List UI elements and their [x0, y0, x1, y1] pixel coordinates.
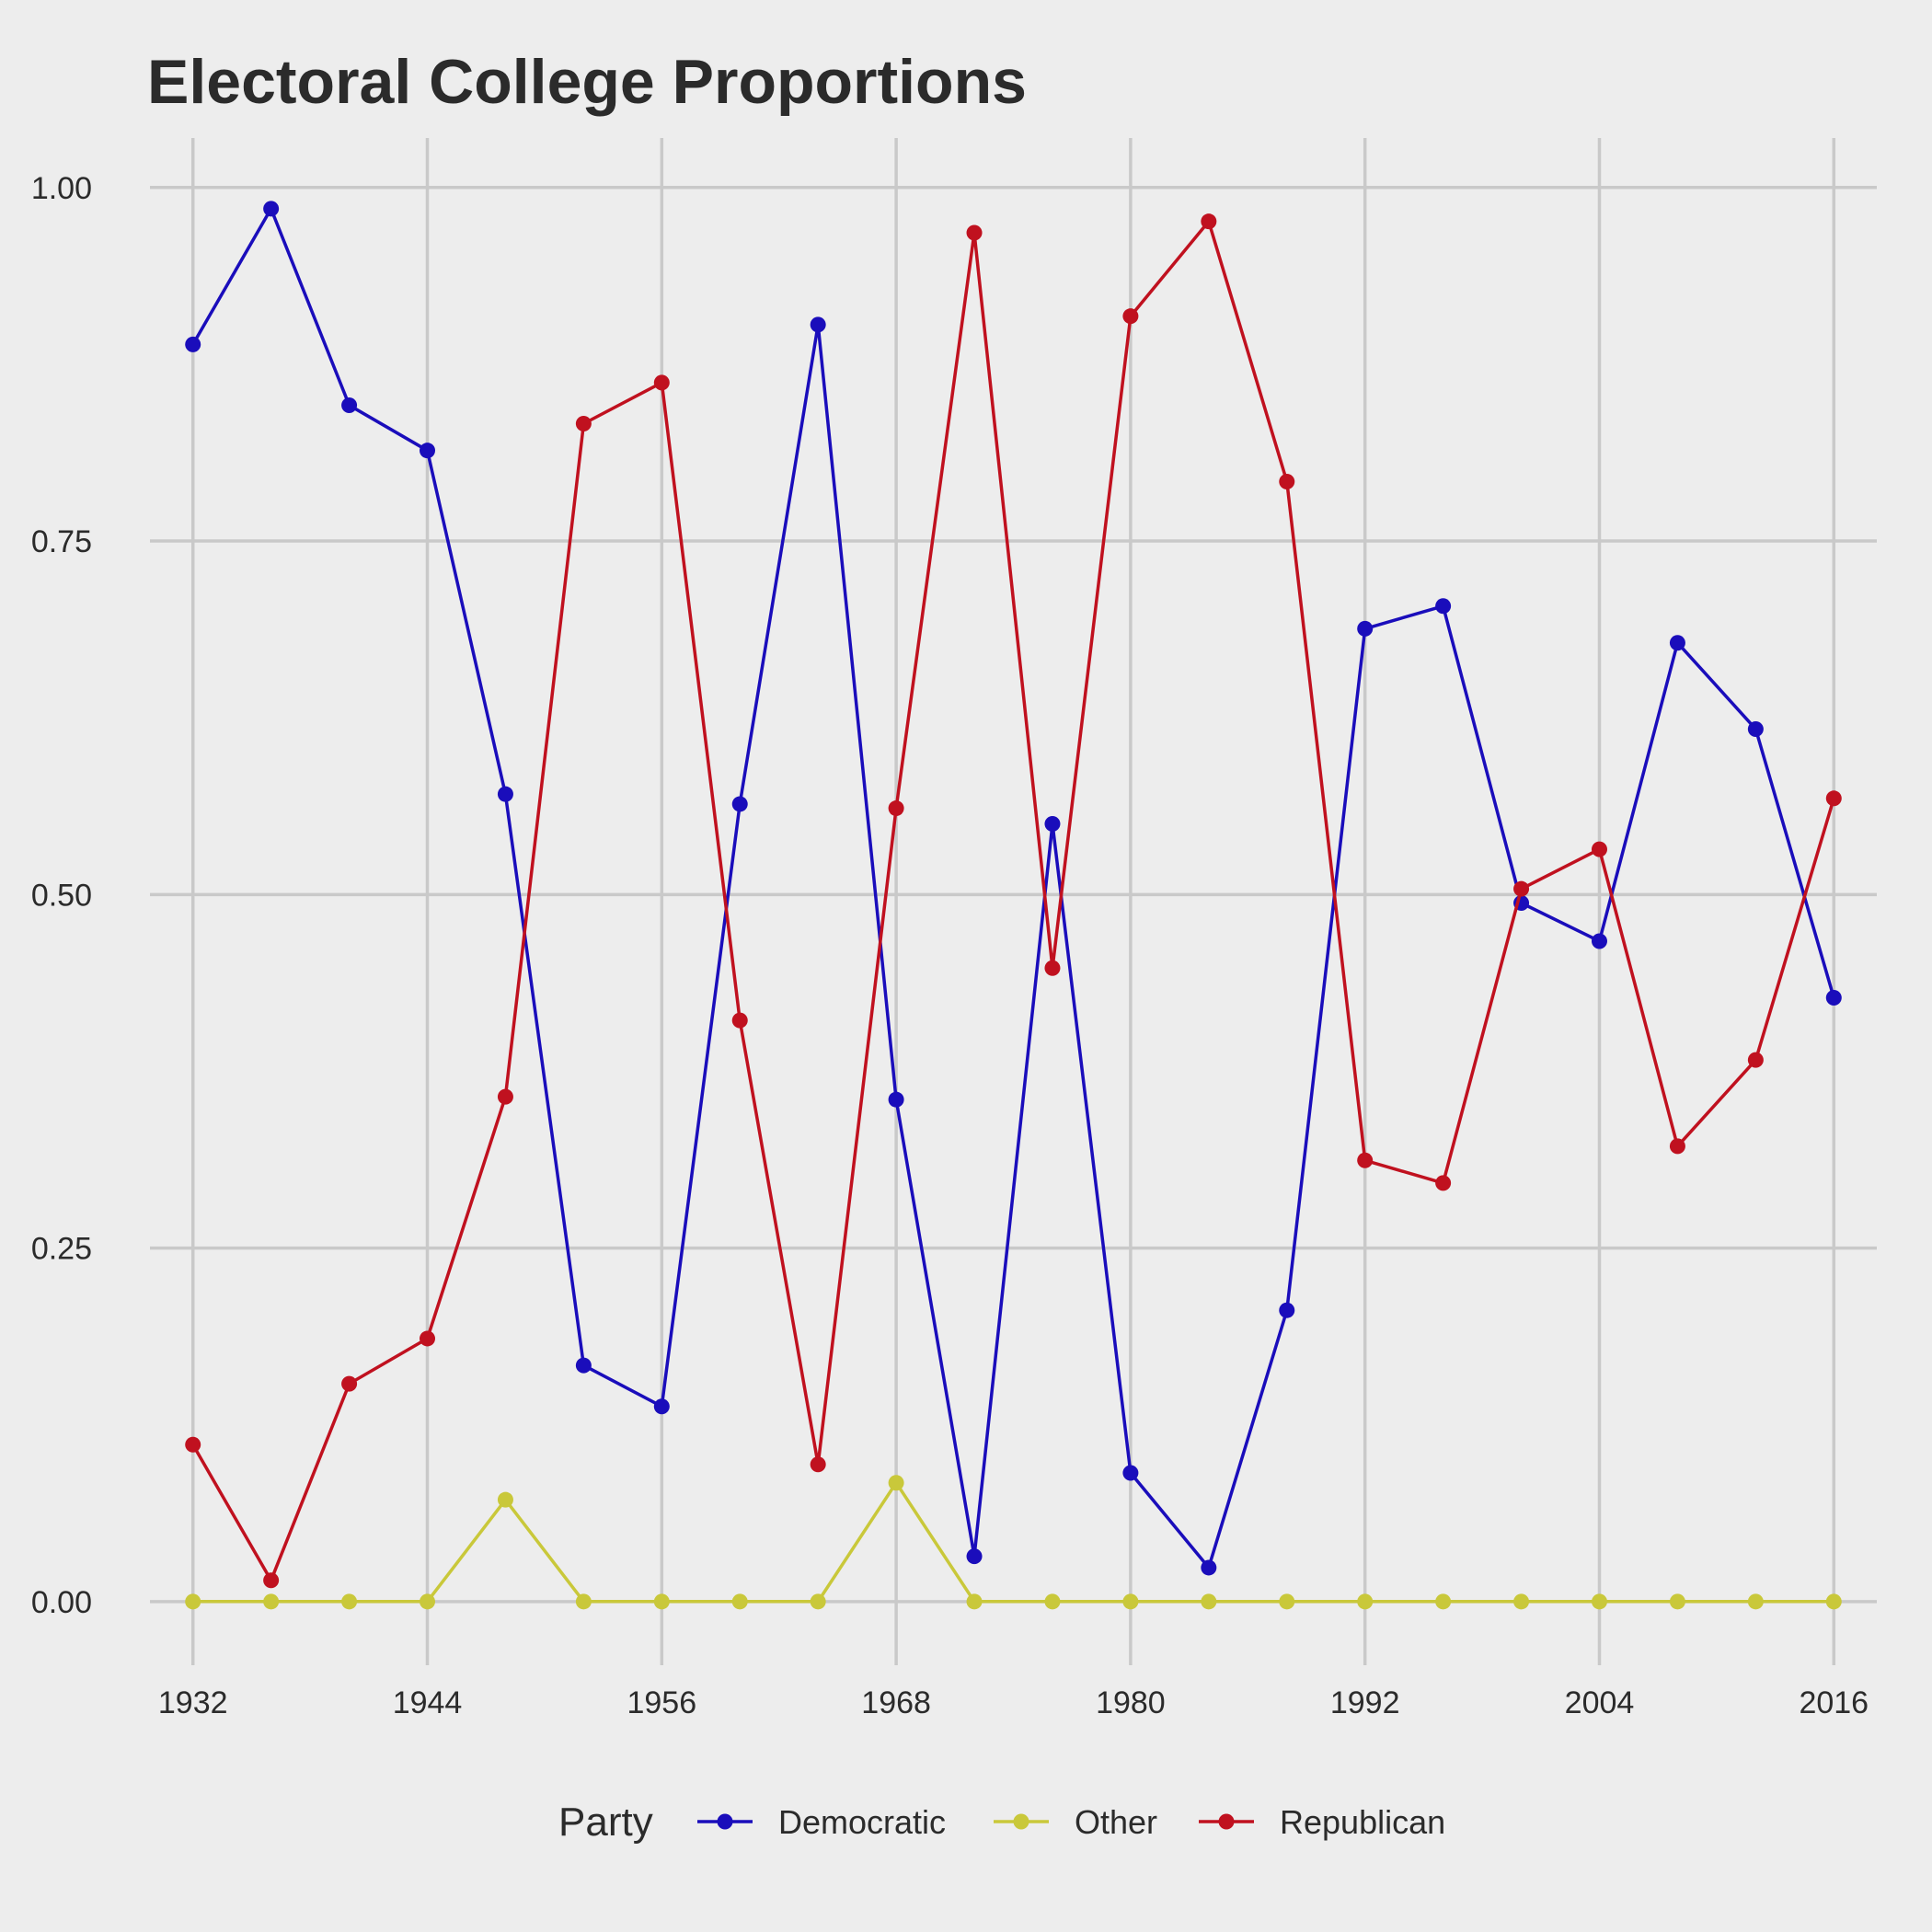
- data-point-republican: [576, 416, 592, 431]
- data-point-other: [1357, 1593, 1373, 1609]
- data-point-republican: [1748, 1052, 1764, 1068]
- x-tick-label: 1932: [158, 1685, 228, 1720]
- data-point-other: [1748, 1593, 1764, 1609]
- data-point-democratic: [967, 1548, 983, 1564]
- data-point-democratic: [1044, 816, 1060, 832]
- data-point-republican: [1357, 1153, 1373, 1168]
- data-point-other: [654, 1593, 670, 1609]
- data-point-republican: [263, 1572, 279, 1588]
- legend-label-democratic: Democratic: [778, 1803, 946, 1841]
- y-tick-label: 0.00: [31, 1585, 92, 1620]
- data-point-democratic: [1279, 1303, 1294, 1318]
- data-point-other: [420, 1593, 435, 1609]
- y-tick-label: 0.50: [31, 878, 92, 913]
- data-point-republican: [341, 1376, 357, 1392]
- data-point-democratic: [185, 337, 201, 352]
- data-point-other: [811, 1593, 826, 1609]
- data-point-other: [341, 1593, 357, 1609]
- data-point-democratic: [1122, 1465, 1138, 1480]
- legend-title: Party: [558, 1800, 653, 1845]
- x-tick-label: 1956: [627, 1685, 696, 1720]
- data-point-republican: [811, 1456, 826, 1472]
- data-point-republican: [889, 800, 904, 816]
- data-point-other: [1826, 1593, 1842, 1609]
- data-point-other: [498, 1492, 513, 1508]
- data-point-republican: [732, 1013, 748, 1029]
- x-tick-label: 1968: [861, 1685, 931, 1720]
- x-tick-label: 2016: [1799, 1685, 1869, 1720]
- legend-label-other: Other: [1075, 1803, 1157, 1841]
- data-point-democratic: [1670, 635, 1685, 650]
- data-point-other: [1435, 1593, 1451, 1609]
- data-point-other: [185, 1593, 201, 1609]
- data-point-other: [1044, 1593, 1060, 1609]
- data-point-republican: [1670, 1138, 1685, 1154]
- data-point-other: [732, 1593, 748, 1609]
- data-point-other: [1201, 1593, 1216, 1609]
- data-point-republican: [1201, 213, 1216, 229]
- data-point-other: [1592, 1593, 1607, 1609]
- data-point-republican: [1513, 881, 1529, 897]
- data-point-other: [1670, 1593, 1685, 1609]
- data-point-democratic: [420, 443, 435, 458]
- data-point-democratic: [341, 397, 357, 413]
- x-tick-label: 1944: [393, 1685, 463, 1720]
- data-point-other: [1279, 1593, 1294, 1609]
- chart-title: Electoral College Proportions: [147, 47, 1027, 117]
- data-point-republican: [498, 1089, 513, 1105]
- data-point-other: [967, 1593, 983, 1609]
- data-point-democratic: [732, 796, 748, 811]
- data-point-democratic: [576, 1358, 592, 1374]
- data-point-democratic: [1201, 1559, 1216, 1575]
- y-tick-label: 1.00: [31, 171, 92, 206]
- data-point-republican: [654, 374, 670, 390]
- data-point-republican: [185, 1437, 201, 1453]
- data-point-republican: [1044, 960, 1060, 976]
- data-point-republican: [420, 1330, 435, 1346]
- data-point-republican: [1592, 842, 1607, 857]
- y-tick-label: 0.75: [31, 524, 92, 559]
- x-tick-label: 1992: [1330, 1685, 1400, 1720]
- data-point-republican: [1279, 474, 1294, 489]
- x-tick-label: 2004: [1565, 1685, 1635, 1720]
- data-point-other: [576, 1593, 592, 1609]
- data-point-democratic: [1357, 621, 1373, 637]
- data-point-democratic: [263, 201, 279, 216]
- x-tick-label: 1980: [1096, 1685, 1166, 1720]
- data-point-republican: [1435, 1175, 1451, 1190]
- data-point-democratic: [1435, 598, 1451, 614]
- y-tick-label: 0.25: [31, 1232, 92, 1267]
- data-point-democratic: [1592, 934, 1607, 949]
- data-point-democratic: [498, 787, 513, 802]
- data-point-other: [1513, 1593, 1529, 1609]
- data-point-republican: [1122, 308, 1138, 324]
- data-point-republican: [967, 224, 983, 240]
- data-point-democratic: [889, 1092, 904, 1108]
- legend-key-point-democratic: [718, 1814, 733, 1830]
- data-point-democratic: [1826, 990, 1842, 1006]
- data-point-other: [263, 1593, 279, 1609]
- data-point-democratic: [811, 316, 826, 332]
- data-point-democratic: [654, 1398, 670, 1414]
- legend-label-republican: Republican: [1280, 1803, 1445, 1841]
- data-point-democratic: [1748, 721, 1764, 737]
- legend-key-point-republican: [1219, 1814, 1235, 1830]
- data-point-other: [1122, 1593, 1138, 1609]
- legend-key-point-other: [1014, 1814, 1029, 1830]
- data-point-other: [889, 1475, 904, 1490]
- data-point-republican: [1826, 790, 1842, 806]
